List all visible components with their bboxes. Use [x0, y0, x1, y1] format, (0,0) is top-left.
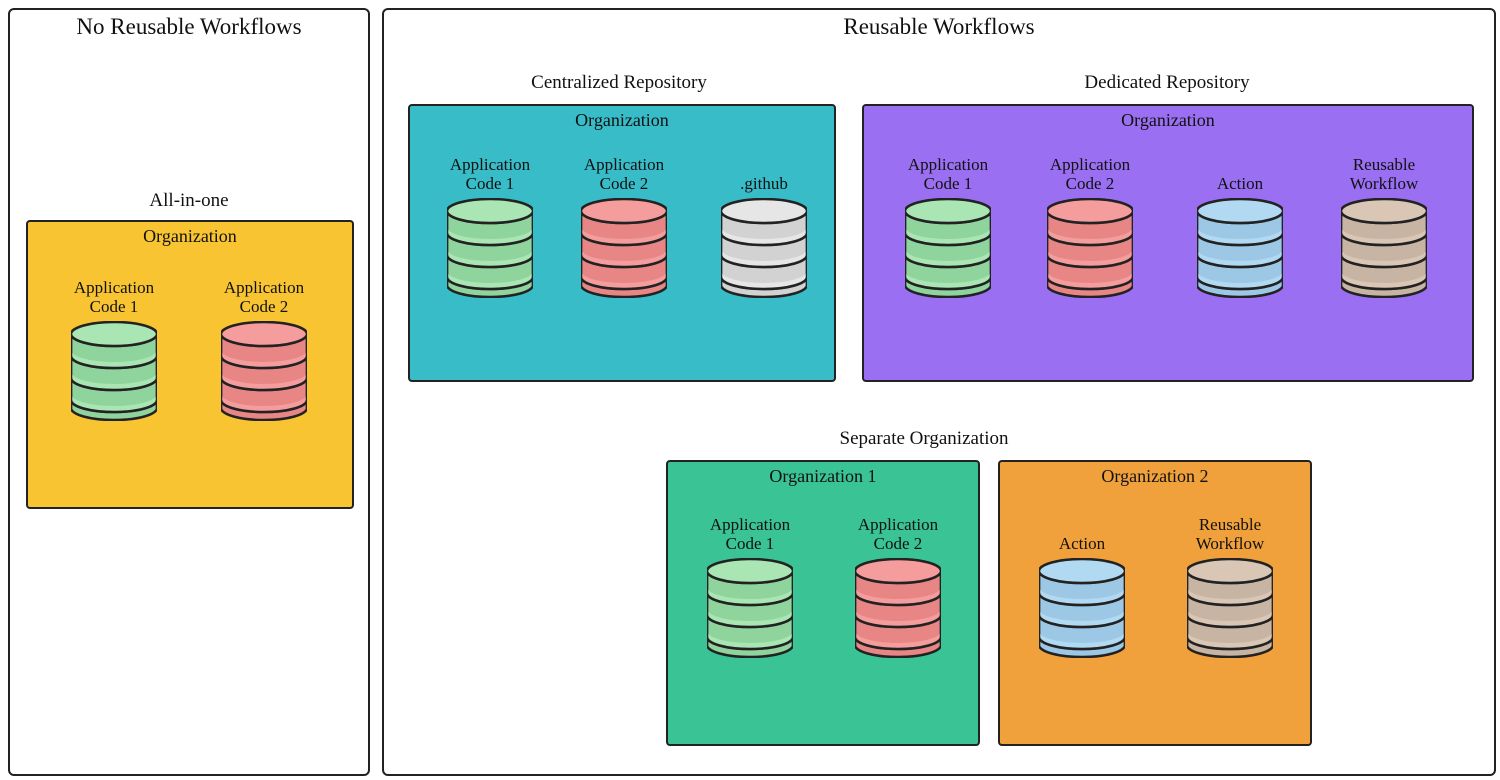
- db-label: Action: [1217, 154, 1263, 194]
- db-label: ApplicationCode 1: [908, 154, 988, 194]
- db-label: ReusableWorkflow: [1350, 154, 1419, 194]
- db-item: ApplicationCode 1: [892, 154, 1004, 298]
- org-box: Organization ApplicationCode 1 Application…: [862, 104, 1474, 382]
- db-label: ApplicationCode 1: [74, 277, 154, 317]
- panel-title: Reusable Workflows: [384, 14, 1494, 40]
- database-icon: [447, 198, 533, 298]
- db-item: ApplicationCode 1: [58, 277, 170, 421]
- database-icon: [905, 198, 991, 298]
- db-label: .github: [740, 154, 788, 194]
- org-title: Organization: [410, 110, 834, 131]
- db-item: ApplicationCode 2: [1034, 154, 1146, 298]
- section-title-all_in_one: All-in-one: [10, 190, 368, 212]
- org-box: Organization ApplicationCode 1 Application…: [408, 104, 836, 382]
- database-icon: [855, 558, 941, 658]
- org-box: Organization ApplicationCode 1 Application…: [26, 220, 354, 509]
- section-title-dedicated: Dedicated Repository: [864, 72, 1470, 94]
- org-box: Organization 1 ApplicationCode 1 Applicati…: [666, 460, 980, 746]
- db-label: ReusableWorkflow: [1196, 514, 1265, 554]
- db-label: ApplicationCode 2: [224, 277, 304, 317]
- db-item: ApplicationCode 2: [842, 514, 954, 658]
- db-item: ApplicationCode 2: [208, 277, 320, 421]
- org-box: Organization 2 Action ReusableWorkflow: [998, 460, 1312, 746]
- database-icon: [721, 198, 807, 298]
- database-icon: [581, 198, 667, 298]
- org-title: Organization 1: [668, 466, 978, 487]
- database-icon: [707, 558, 793, 658]
- section-title-centralized: Centralized Repository: [404, 72, 834, 94]
- db-label: ApplicationCode 1: [710, 514, 790, 554]
- database-icon: [1039, 558, 1125, 658]
- database-icon: [1187, 558, 1273, 658]
- database-icon: [1047, 198, 1133, 298]
- database-icon: [221, 321, 307, 421]
- db-label: ApplicationCode 2: [584, 154, 664, 194]
- section-title-separate: Separate Organization: [624, 428, 1224, 450]
- panel-left: No Reusable Workflows All-in-one Organizat…: [8, 8, 370, 776]
- org-title: Organization 2: [1000, 466, 1310, 487]
- db-item: Action: [1184, 154, 1296, 298]
- db-item: ApplicationCode 1: [694, 514, 806, 658]
- database-icon: [71, 321, 157, 421]
- db-item: ApplicationCode 1: [434, 154, 546, 298]
- database-icon: [1341, 198, 1427, 298]
- db-item: Action: [1026, 514, 1138, 658]
- db-label: ApplicationCode 2: [1050, 154, 1130, 194]
- org-title: Organization: [864, 110, 1472, 131]
- db-item: ReusableWorkflow: [1328, 154, 1440, 298]
- panel-title: No Reusable Workflows: [10, 14, 368, 40]
- diagram-canvas: No Reusable Workflows All-in-one Organizat…: [8, 8, 1492, 772]
- org-title: Organization: [28, 226, 352, 247]
- db-label: ApplicationCode 2: [858, 514, 938, 554]
- db-item: ReusableWorkflow: [1174, 514, 1286, 658]
- db-label: ApplicationCode 1: [450, 154, 530, 194]
- db-item: .github: [708, 154, 820, 298]
- panel-right: Reusable Workflows Centralized Repository…: [382, 8, 1496, 776]
- database-icon: [1197, 198, 1283, 298]
- db-item: ApplicationCode 2: [568, 154, 680, 298]
- db-label: Action: [1059, 514, 1105, 554]
